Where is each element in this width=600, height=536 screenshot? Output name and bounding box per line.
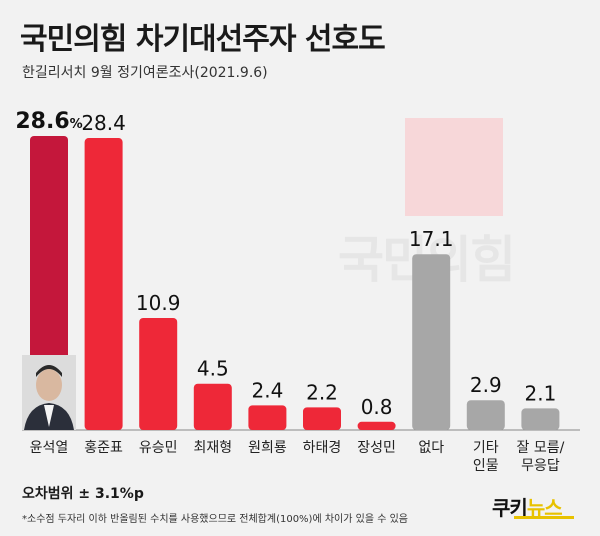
category-label-3: 유승민 <box>139 440 178 456</box>
value-label-4: 4.5 <box>197 357 229 381</box>
bar-7 <box>357 421 396 430</box>
category-label-7: 장성민 <box>357 440 396 456</box>
value-label-9: 2.9 <box>470 373 502 397</box>
bar-3 <box>139 317 178 430</box>
bar-10 <box>521 408 560 430</box>
value-label-5: 2.4 <box>251 378 283 402</box>
bar-chart: 28.6% 윤석열 28.4 홍준표 10.9 유승민 4.5 최재형 2.4 원희룡 2.2 하태경… <box>15 109 580 474</box>
value-label-3: 10.9 <box>136 291 181 315</box>
rounding-footnote: *소수점 두자리 이하 반올림된 수치를 사용했으므로 전체합계(100%)에 … <box>22 514 408 525</box>
value-label-7: 0.8 <box>361 395 393 419</box>
category-label-8: 없다 <box>418 440 444 456</box>
party-logo-square <box>405 118 503 216</box>
value-label-8: 17.1 <box>409 227 454 251</box>
bar-2 <box>84 138 123 430</box>
bar-4 <box>193 383 232 430</box>
brand-underline <box>514 516 574 519</box>
category-label-1: 윤석열 <box>30 440 69 456</box>
value-label-10: 2.1 <box>524 381 556 405</box>
bar-9 <box>466 400 505 430</box>
category-label-4: 최재형 <box>193 440 232 456</box>
category-label-6: 하태경 <box>303 440 342 456</box>
chart-subtitle: 한길리서치 9월 정기여론조사(2021.9.6) <box>22 65 268 81</box>
chart-title: 국민의힘 차기대선주자 선호도 <box>20 22 386 57</box>
value-label-2: 28.4 <box>81 111 126 135</box>
value-unit: % <box>70 117 83 132</box>
bar-8 <box>412 254 451 430</box>
margin-of-error: 오차범위 ± 3.1%p <box>22 486 144 502</box>
category-label-5: 원희룡 <box>248 440 287 456</box>
bar-6 <box>303 407 341 430</box>
value-label-1: 28.6% <box>15 109 82 134</box>
category-label-2: 홍준표 <box>84 440 123 456</box>
category-label-9: 기타 인물 <box>473 440 499 474</box>
bar-5 <box>248 405 287 430</box>
candidate-portrait <box>22 355 76 430</box>
value-label-6: 2.2 <box>306 380 338 404</box>
category-label-10: 잘 모름/무응답 <box>516 440 564 474</box>
